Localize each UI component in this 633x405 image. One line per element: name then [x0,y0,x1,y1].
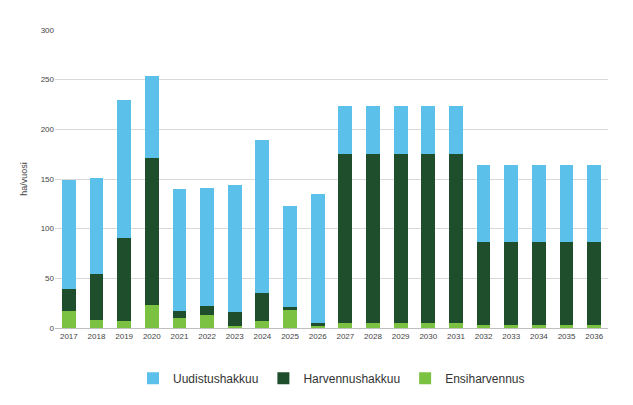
svg-text:150: 150 [41,175,55,184]
svg-text:2024: 2024 [253,332,271,341]
svg-text:Ensiharvennus: Ensiharvennus [445,372,524,386]
svg-text:Uudistushakkuu: Uudistushakkuu [173,372,258,386]
svg-text:2025: 2025 [281,332,299,341]
svg-text:2021: 2021 [171,332,189,341]
svg-text:2034: 2034 [530,332,548,341]
svg-text:Harvennushakkuu: Harvennushakkuu [303,372,400,386]
svg-text:250: 250 [41,75,55,84]
svg-text:0: 0 [50,324,55,333]
svg-text:2029: 2029 [392,332,410,341]
svg-text:2018: 2018 [88,332,106,341]
svg-text:2026: 2026 [309,332,327,341]
svg-text:100: 100 [41,224,55,233]
svg-text:2028: 2028 [364,332,382,341]
svg-text:2031: 2031 [447,332,465,341]
svg-text:2022: 2022 [198,332,216,341]
svg-text:2023: 2023 [226,332,244,341]
svg-text:2027: 2027 [336,332,354,341]
svg-text:2017: 2017 [60,332,78,341]
svg-text:2036: 2036 [585,332,603,341]
svg-text:2032: 2032 [475,332,493,341]
svg-text:2030: 2030 [419,332,437,341]
svg-text:2019: 2019 [115,332,133,341]
svg-text:2020: 2020 [143,332,161,341]
svg-text:50: 50 [45,274,54,283]
svg-text:200: 200 [41,125,55,134]
svg-text:2033: 2033 [502,332,520,341]
svg-text:300: 300 [41,26,55,35]
svg-text:2035: 2035 [558,332,576,341]
svg-text:ha/vuosi: ha/vuosi [19,162,29,196]
